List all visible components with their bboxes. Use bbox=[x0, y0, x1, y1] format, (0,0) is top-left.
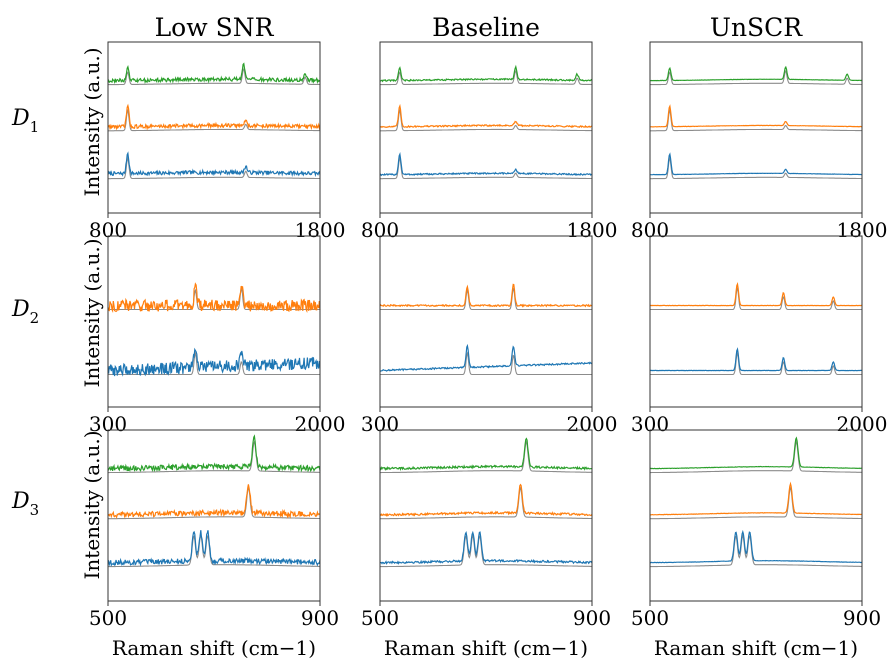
reference-line-blue bbox=[650, 156, 862, 180]
series-line-blue bbox=[379, 152, 593, 177]
panel-frame bbox=[379, 429, 593, 602]
reference-line-orange bbox=[380, 287, 592, 311]
panel-frame bbox=[649, 41, 863, 214]
panel-frame bbox=[107, 41, 321, 214]
series-line-orange bbox=[650, 104, 863, 128]
column-title-unscr: UnSCR bbox=[710, 13, 803, 42]
reference-line-blue bbox=[108, 351, 320, 376]
row-label-d1: D1 bbox=[11, 106, 39, 136]
reference-line-blue bbox=[108, 533, 320, 568]
series-line-blue bbox=[107, 151, 321, 178]
y-axis-label-row3: Intensity (a.u.) bbox=[80, 430, 104, 579]
reference-line-green bbox=[650, 69, 862, 86]
series-line-orange bbox=[379, 483, 593, 517]
x-axis-label-col3: Raman shift (cm−1) bbox=[654, 636, 858, 660]
series-line-green bbox=[649, 436, 863, 470]
x-axis-label-main: Raman shift (cm−1) bbox=[112, 636, 316, 660]
reference-line-blue bbox=[650, 533, 862, 568]
panel-d3-unscr: 500 900 bbox=[631, 429, 881, 630]
series-line-orange bbox=[649, 481, 862, 516]
series-line-blue bbox=[379, 343, 593, 372]
reference-line-blue bbox=[108, 156, 320, 180]
reference-line-blue bbox=[380, 533, 592, 568]
x-axis-label-main: Raman shift (cm−1) bbox=[384, 636, 588, 660]
reference-line-orange bbox=[380, 486, 592, 520]
x-axis-label-main: Raman shift (cm−1) bbox=[654, 636, 858, 660]
x-axis-label-col1: Raman shift (cm−1) bbox=[112, 636, 316, 660]
reference-line-green bbox=[380, 69, 592, 86]
reference-line-green bbox=[108, 440, 320, 474]
panel-d3-low-snr: 500 900 bbox=[89, 429, 339, 630]
panel-d3-baseline: 500 900 bbox=[361, 429, 611, 630]
x-tick-label: 500 bbox=[631, 606, 669, 630]
reference-line-orange bbox=[108, 486, 320, 520]
panel-d2-baseline: 300 2000 bbox=[361, 235, 617, 436]
x-tick-label: 500 bbox=[89, 606, 127, 630]
panel-d1-unscr: 800 1800 bbox=[631, 41, 887, 242]
y-axis-label-row2: Intensity (a.u.) bbox=[80, 238, 104, 387]
series-line-orange bbox=[107, 103, 321, 131]
panel-d2-low-snr: 300 2000 bbox=[89, 235, 345, 436]
y-axis-label-row1: Intensity (a.u.) bbox=[80, 47, 104, 196]
column-title-baseline: Baseline bbox=[432, 13, 540, 42]
panel-frame bbox=[379, 41, 593, 214]
x-tick-label: 500 bbox=[361, 606, 399, 630]
panel-frame bbox=[107, 429, 321, 602]
row-label-d2: D2 bbox=[11, 297, 39, 327]
series-line-orange bbox=[107, 484, 321, 520]
reference-line-orange bbox=[108, 108, 320, 132]
reference-line-green bbox=[380, 440, 592, 474]
series-line-green bbox=[379, 437, 593, 472]
reference-line-green bbox=[650, 440, 862, 474]
reference-line-green bbox=[108, 67, 320, 86]
x-tick-label: 900 bbox=[573, 606, 611, 630]
series-line-green bbox=[380, 64, 593, 83]
x-tick-label: 900 bbox=[843, 606, 881, 630]
series-line-orange bbox=[650, 282, 863, 307]
x-axis-label-col2: Raman shift (cm−1) bbox=[384, 636, 588, 660]
series-line-blue bbox=[107, 347, 321, 377]
series-line-blue bbox=[380, 530, 593, 565]
panel-frame bbox=[107, 235, 321, 408]
reference-line-orange bbox=[650, 486, 862, 520]
reference-line-orange bbox=[650, 108, 862, 132]
series-line-green bbox=[107, 434, 321, 473]
panel-frame bbox=[379, 235, 593, 408]
series-line-orange bbox=[379, 283, 593, 308]
reference-line-blue bbox=[380, 156, 592, 180]
series-line-orange bbox=[379, 103, 593, 129]
series-line-orange bbox=[107, 282, 321, 314]
panel-d2-unscr: 300 2000 bbox=[631, 235, 887, 436]
reference-line-blue bbox=[650, 351, 862, 376]
series-line-green bbox=[650, 65, 863, 82]
reference-line-orange bbox=[380, 108, 592, 132]
panel-frame bbox=[649, 429, 863, 602]
series-line-blue bbox=[649, 347, 862, 372]
reference-line-blue bbox=[380, 351, 592, 376]
x-tick-label: 900 bbox=[301, 606, 339, 630]
panel-frame bbox=[649, 235, 863, 408]
column-title-low-snr: Low SNR bbox=[155, 13, 275, 42]
series-line-green bbox=[107, 62, 321, 85]
series-line-blue bbox=[107, 530, 321, 567]
row-label-d3: D3 bbox=[11, 489, 39, 519]
series-line-blue bbox=[649, 529, 863, 564]
panel-d1-baseline: 800 1800 bbox=[361, 41, 617, 242]
reference-line-orange bbox=[650, 286, 862, 311]
panel-d1-low-snr: 800 1800 bbox=[89, 41, 345, 242]
series-line-blue bbox=[650, 152, 863, 176]
